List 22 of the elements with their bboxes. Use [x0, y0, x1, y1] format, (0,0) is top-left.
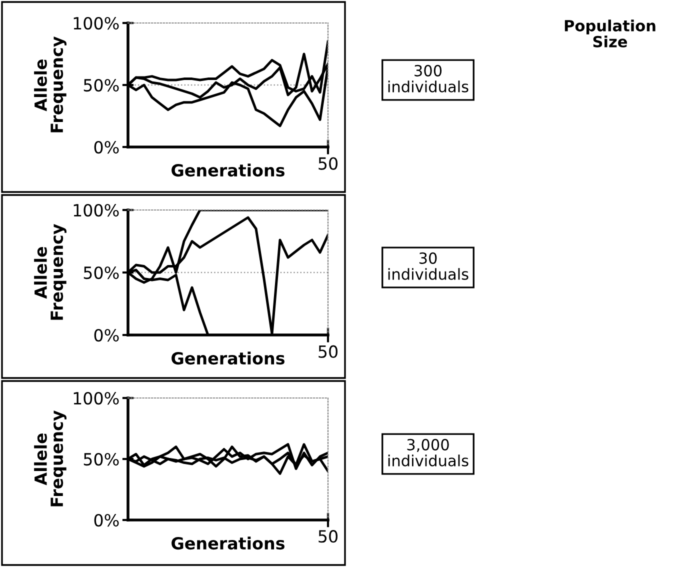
text: 50 [318, 345, 338, 358]
y-axis-title: Allele Frequency [34, 36, 66, 132]
x-axis-title: Generations [172, 352, 284, 365]
y-tick-label: 50% [84, 78, 119, 92]
text: Population Size [564, 20, 656, 48]
y-tick-label: 100% [74, 204, 119, 217]
text: 300 individuals [388, 64, 468, 92]
y-tick-label: 0% [94, 140, 119, 154]
x-axis-title: Generations [172, 164, 284, 177]
y-axis-title: Allele Frequency [34, 410, 66, 506]
text: 3,000 individuals [388, 438, 468, 466]
y-tick-label: 0% [94, 514, 119, 527]
y-tick-label: 100% [74, 392, 119, 405]
y-axis-title: Allele Frequency [34, 224, 66, 320]
text: 50 [318, 157, 338, 170]
y-tick-label: 50% [84, 452, 119, 466]
text: 30 individuals [388, 252, 468, 280]
y-tick-label: 100% [74, 16, 119, 30]
text: 50 [318, 530, 338, 543]
y-tick-label: 50% [84, 266, 119, 280]
y-tick-label: 0% [94, 328, 119, 342]
x-axis-title: Generations [172, 536, 284, 550]
